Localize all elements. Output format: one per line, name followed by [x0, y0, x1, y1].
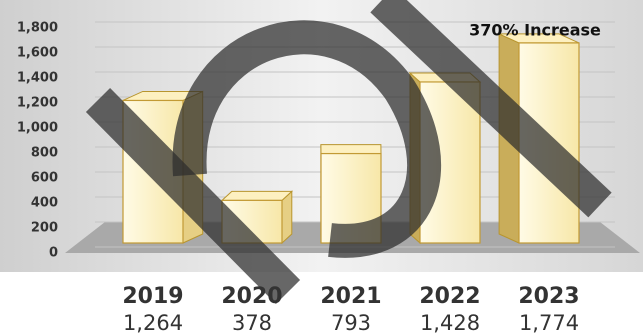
- value-label: 378: [232, 311, 272, 335]
- x-tick-label: 2022: [419, 284, 480, 309]
- bar-top: [320, 144, 382, 155]
- watermark-stroke: [370, 0, 612, 218]
- y-tick-label: 600: [31, 171, 58, 186]
- bar-top: [220, 190, 294, 201]
- y-tick-label: 1,400: [17, 71, 58, 86]
- y-tick-label: 400: [31, 196, 58, 211]
- y-tick-label: 1,800: [17, 21, 58, 36]
- y-tick-label: 1,200: [17, 96, 58, 111]
- y-tick-label: 200: [31, 221, 58, 236]
- value-label: 793: [331, 311, 371, 335]
- y-tick-label: 0: [49, 246, 58, 261]
- watermark-stroke: [85, 88, 301, 304]
- x-tick-label: 2020: [221, 284, 282, 309]
- y-tick-label: 1,600: [17, 46, 58, 61]
- value-label: 1,774: [519, 311, 579, 335]
- watermark-stroke: [172, 20, 441, 258]
- watermark: [85, 0, 612, 304]
- x-tick-label: 2019: [122, 284, 183, 309]
- y-tick-label: 800: [31, 146, 58, 161]
- x-tick-label: 2021: [320, 284, 381, 309]
- x-tick-label: 2023: [518, 284, 579, 309]
- annotation: 370% Increase: [469, 21, 601, 40]
- value-label: 1,264: [123, 311, 183, 335]
- y-tick-label: 1,000: [17, 121, 58, 136]
- value-label: 1,428: [420, 311, 480, 335]
